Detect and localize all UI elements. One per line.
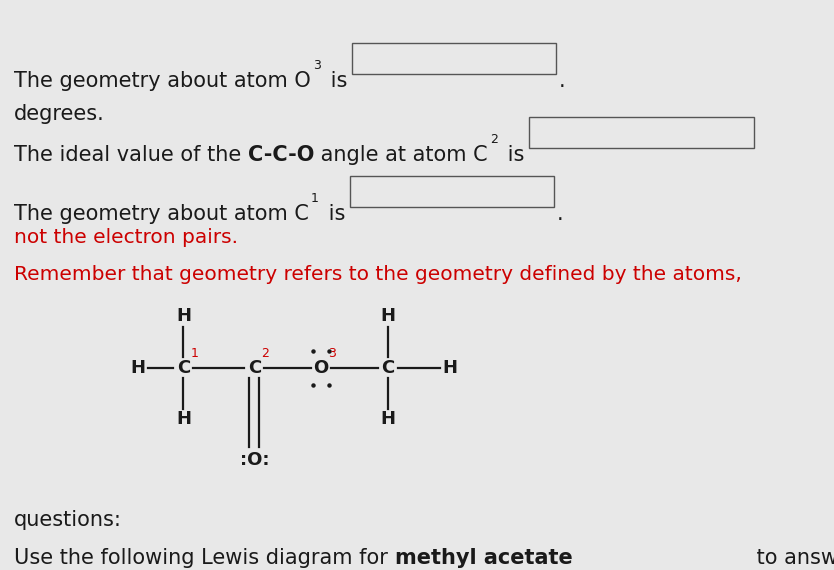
Text: .: . [559,71,565,91]
Text: H: H [380,307,395,325]
Text: is: is [501,145,525,165]
Text: is: is [323,204,346,224]
Text: methyl acetate: methyl acetate [394,548,572,568]
Text: questions:: questions: [14,510,122,530]
Text: C: C [381,359,394,377]
Text: Use the following Lewis diagram for: Use the following Lewis diagram for [14,548,394,568]
Text: degrees.: degrees. [14,104,105,124]
FancyBboxPatch shape [529,117,754,148]
Text: The geometry about atom O: The geometry about atom O [14,71,311,91]
Text: not the electron pairs.: not the electron pairs. [14,228,239,247]
Text: The ideal value of the: The ideal value of the [14,145,248,165]
Text: The geometry about atom C: The geometry about atom C [14,204,309,224]
Text: O: O [314,359,329,377]
Text: .: . [557,204,564,224]
Text: H: H [130,359,145,377]
Text: H: H [176,410,191,428]
FancyBboxPatch shape [350,176,555,207]
Text: 1: 1 [190,347,198,360]
Text: C: C [248,359,261,377]
Text: is: is [324,71,348,91]
Text: H: H [176,307,191,325]
FancyBboxPatch shape [352,43,556,74]
Text: :O:: :O: [239,451,269,469]
Text: C: C [177,359,190,377]
Text: Remember that geometry refers to the geometry defined by the atoms,: Remember that geometry refers to the geo… [14,265,742,284]
Text: 2: 2 [490,133,498,146]
Text: 2: 2 [261,347,269,360]
Text: to answer the: to answer the [750,548,834,568]
Text: C-C-O: C-C-O [248,145,314,165]
Text: H: H [443,359,458,377]
Text: 3: 3 [313,59,320,72]
Text: 3: 3 [328,347,336,360]
Text: 1: 1 [311,192,319,205]
Text: angle at atom C: angle at atom C [314,145,488,165]
Text: H: H [380,410,395,428]
